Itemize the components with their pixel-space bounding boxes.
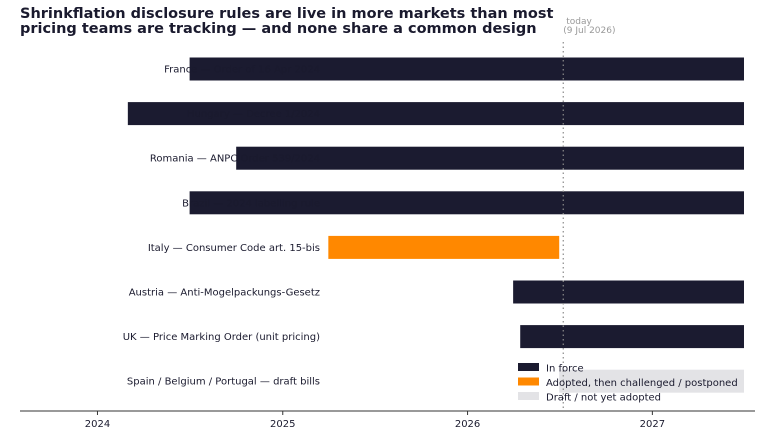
legend-swatch [518, 392, 539, 400]
row-label: Austria — Anti-Mogelpackungs-Gesetz [129, 288, 320, 299]
row-label: Brazil — 2024 labelling rule [182, 198, 320, 209]
timeline-bar [189, 191, 744, 215]
row-labels-layer: France — Order of 16 Apr 2024 Hungary — D… [123, 65, 320, 388]
row-label: France — Order of 16 Apr 2024 [164, 65, 320, 76]
row-label: UK — Price Marking Order (unit pricing) [123, 332, 320, 343]
chart-title: Shrinkflation disclosure rules are live … [20, 6, 554, 37]
bars-layer [127, 57, 744, 393]
today-date-label: (9 Jul 2026) [563, 26, 615, 36]
legend: In force Adopted, then challenged / postp… [518, 363, 738, 404]
x-tick-label: 2027 [640, 419, 665, 430]
today-marker: today(9 Jul 2026) [562, 17, 615, 411]
timeline-bar [559, 369, 744, 393]
today-label: today [566, 17, 592, 27]
timeline-bar [236, 146, 744, 170]
legend-label: Draft / not yet adopted [546, 393, 661, 404]
legend-label: In force [546, 364, 584, 375]
timeline-bar [328, 235, 560, 259]
legend-swatch [518, 363, 539, 371]
row-label: Spain / Belgium / Portugal — draft bills [127, 377, 320, 388]
x-axis: 2024 2025 2026 2027 [20, 410, 755, 430]
row-label: Hungary — Decree 1/2024 [187, 109, 320, 120]
legend-label: Adopted, then challenged / postponed [546, 378, 738, 389]
x-tick-label: 2025 [270, 419, 295, 430]
timeline-bar [127, 102, 744, 126]
x-tick-label: 2026 [455, 419, 480, 430]
row-label: Italy — Consumer Code art. 15-bis [148, 243, 320, 254]
x-tick-label: 2024 [85, 419, 110, 430]
timeline-bar [513, 280, 744, 304]
timeline-bar [189, 57, 744, 81]
timeline-bar [520, 325, 744, 349]
row-label: Romania — ANPC Order 539/2024 [150, 154, 320, 165]
legend-swatch [518, 377, 539, 386]
